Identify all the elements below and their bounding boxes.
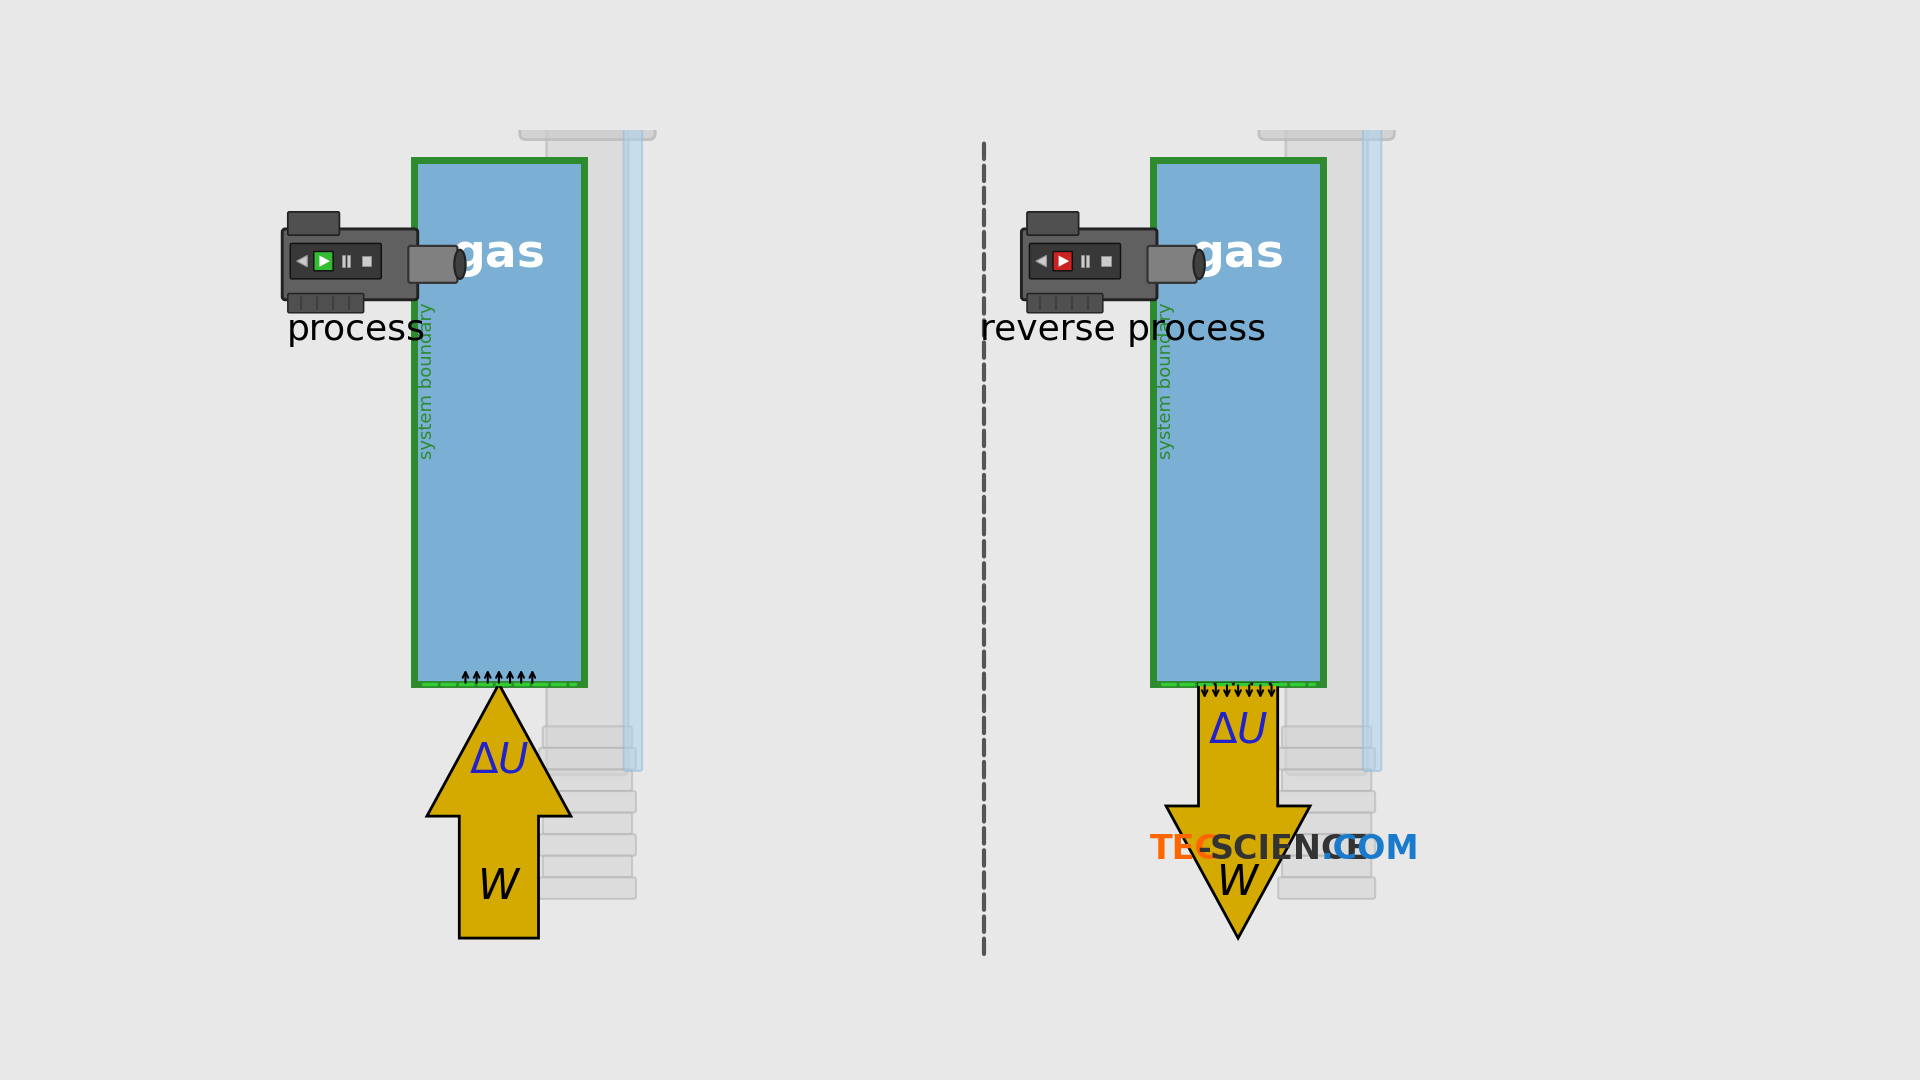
- Bar: [348, 256, 349, 267]
- Ellipse shape: [455, 249, 465, 279]
- FancyBboxPatch shape: [543, 812, 632, 834]
- Bar: [1100, 256, 1110, 266]
- FancyBboxPatch shape: [1279, 748, 1375, 769]
- FancyBboxPatch shape: [624, 81, 641, 771]
- Polygon shape: [1165, 684, 1309, 939]
- FancyBboxPatch shape: [1052, 252, 1071, 271]
- FancyBboxPatch shape: [520, 58, 655, 139]
- Text: $\Delta U$: $\Delta U$: [1208, 710, 1269, 752]
- Bar: [415, 161, 584, 684]
- FancyBboxPatch shape: [1021, 229, 1158, 300]
- Polygon shape: [298, 256, 307, 267]
- FancyBboxPatch shape: [1283, 769, 1371, 791]
- FancyBboxPatch shape: [540, 834, 636, 855]
- Polygon shape: [319, 256, 330, 267]
- FancyBboxPatch shape: [1260, 58, 1394, 139]
- Text: gas: gas: [1190, 232, 1284, 278]
- FancyBboxPatch shape: [1027, 212, 1079, 235]
- Text: SCIENCE: SCIENCE: [1210, 833, 1369, 866]
- Text: gas: gas: [451, 232, 545, 278]
- Bar: [1087, 256, 1089, 267]
- FancyBboxPatch shape: [1283, 855, 1371, 877]
- Bar: [1081, 256, 1085, 267]
- FancyBboxPatch shape: [288, 294, 363, 313]
- FancyBboxPatch shape: [1148, 246, 1196, 283]
- FancyBboxPatch shape: [543, 727, 632, 748]
- FancyBboxPatch shape: [543, 855, 632, 877]
- FancyBboxPatch shape: [1029, 243, 1121, 279]
- FancyBboxPatch shape: [1286, 46, 1367, 774]
- Bar: [361, 256, 371, 266]
- FancyBboxPatch shape: [1279, 877, 1375, 899]
- FancyBboxPatch shape: [313, 252, 332, 271]
- Text: system boundary: system boundary: [1156, 302, 1175, 459]
- Bar: [342, 256, 346, 267]
- FancyBboxPatch shape: [1363, 81, 1380, 771]
- FancyBboxPatch shape: [1283, 812, 1371, 834]
- FancyBboxPatch shape: [547, 46, 628, 774]
- FancyBboxPatch shape: [282, 229, 419, 300]
- Text: .COM: .COM: [1321, 833, 1419, 866]
- Ellipse shape: [1194, 249, 1204, 279]
- Text: -: -: [1198, 833, 1212, 866]
- FancyBboxPatch shape: [288, 212, 340, 235]
- Polygon shape: [1058, 256, 1069, 267]
- Text: reverse process: reverse process: [979, 313, 1265, 347]
- FancyBboxPatch shape: [290, 243, 382, 279]
- Text: $W$: $W$: [1215, 862, 1260, 904]
- Text: $W$: $W$: [476, 866, 520, 908]
- Text: $\Delta U$: $\Delta U$: [468, 740, 530, 782]
- Polygon shape: [426, 684, 570, 939]
- Text: system boundary: system boundary: [417, 302, 436, 459]
- Polygon shape: [1037, 256, 1046, 267]
- FancyBboxPatch shape: [1283, 727, 1371, 748]
- Text: TEC: TEC: [1150, 833, 1219, 866]
- FancyBboxPatch shape: [540, 791, 636, 812]
- Bar: [1154, 161, 1323, 684]
- FancyBboxPatch shape: [540, 748, 636, 769]
- FancyBboxPatch shape: [1027, 294, 1102, 313]
- FancyBboxPatch shape: [540, 877, 636, 899]
- FancyBboxPatch shape: [1279, 834, 1375, 855]
- FancyBboxPatch shape: [409, 246, 457, 283]
- Text: process: process: [286, 313, 426, 347]
- FancyBboxPatch shape: [543, 769, 632, 791]
- FancyBboxPatch shape: [1279, 791, 1375, 812]
